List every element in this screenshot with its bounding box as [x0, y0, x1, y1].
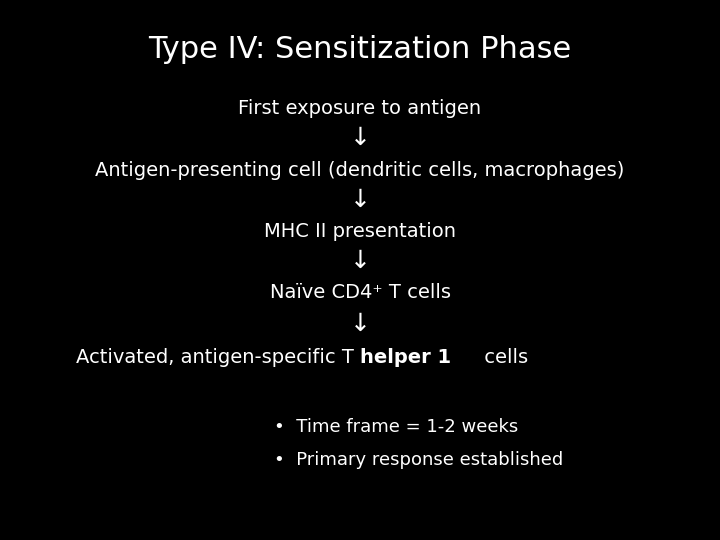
Text: ↓: ↓	[349, 312, 371, 336]
Text: helper 1: helper 1	[360, 348, 451, 367]
Text: ↓: ↓	[349, 126, 371, 150]
Text: ↓: ↓	[349, 188, 371, 212]
Text: •  Primary response established: • Primary response established	[274, 451, 563, 469]
Text: ↓: ↓	[349, 249, 371, 273]
Text: First exposure to antigen: First exposure to antigen	[238, 98, 482, 118]
Text: MHC II presentation: MHC II presentation	[264, 221, 456, 241]
Text: •  Time frame = 1-2 weeks: • Time frame = 1-2 weeks	[274, 417, 518, 436]
Text: Activated, antigen-specific T: Activated, antigen-specific T	[76, 348, 360, 367]
Text: cells: cells	[477, 348, 528, 367]
Text: Type IV: Sensitization Phase: Type IV: Sensitization Phase	[148, 35, 572, 64]
Text: Naïve CD4⁺ T cells: Naïve CD4⁺ T cells	[269, 283, 451, 302]
Text: Antigen-presenting cell (dendritic cells, macrophages): Antigen-presenting cell (dendritic cells…	[95, 160, 625, 180]
